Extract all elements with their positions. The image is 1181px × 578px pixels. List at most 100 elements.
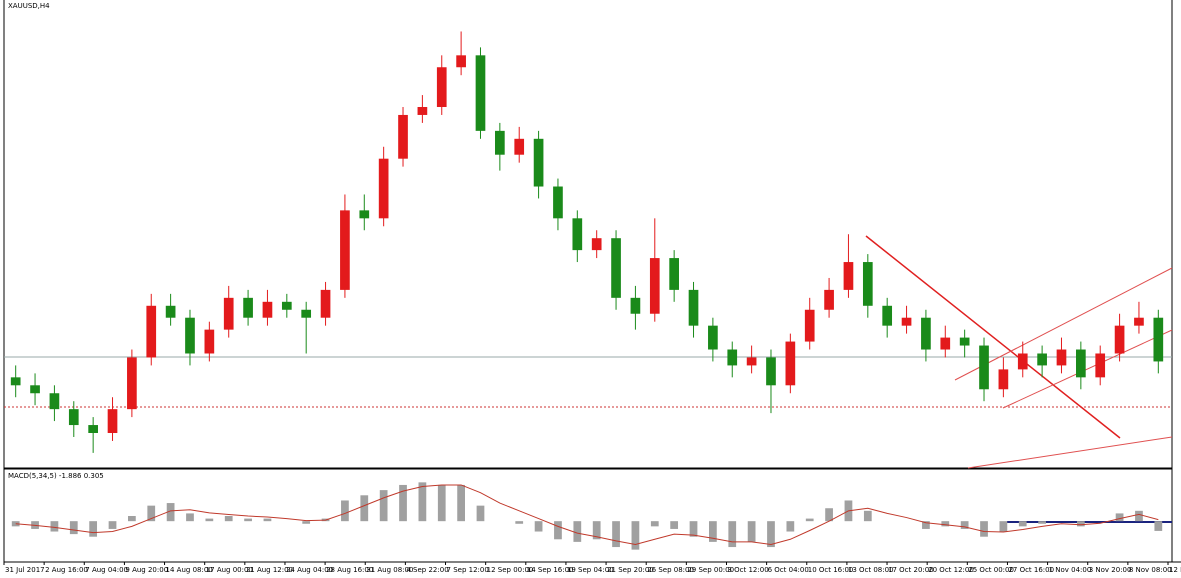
x-tick-label: 3 Oct 12:00 — [727, 566, 768, 574]
x-tick-label: 4 Sep 22:00 — [406, 566, 448, 574]
macd-bar — [224, 516, 233, 522]
candle-body — [688, 289, 699, 326]
candle-body — [301, 309, 312, 318]
candle-body — [88, 425, 98, 434]
x-tick-label: 28 Aug 16:00 — [326, 566, 373, 574]
x-tick-label: 21 Sep 20:00 — [607, 566, 654, 574]
macd-bar — [11, 521, 20, 527]
macd-bar — [554, 521, 562, 540]
candle-body — [901, 317, 912, 326]
x-tick-label: 27 Oct 16:00 — [1008, 566, 1054, 574]
macd-bar — [825, 508, 833, 522]
trend-line — [865, 235, 1121, 439]
candle-body — [611, 238, 621, 298]
x-tick-label: 10 Oct 16:00 — [808, 566, 854, 574]
candle-body — [340, 210, 350, 290]
macd-bar — [147, 505, 156, 522]
candle-body — [514, 138, 525, 155]
x-tick-label: 14 Sep 16:00 — [527, 566, 574, 574]
macd-bar — [999, 521, 1008, 532]
macd-bar — [767, 521, 775, 548]
x-tick-label: 13 Oct 08:00 — [848, 566, 894, 574]
macd-bar — [302, 521, 311, 524]
candle-body — [979, 345, 989, 390]
candle-body — [378, 158, 389, 219]
candle-body — [785, 341, 796, 386]
x-tick-label: 8 Nov 08:00 — [1129, 566, 1172, 574]
candle-body — [49, 393, 60, 410]
macd-bar — [805, 518, 814, 522]
candle-body — [107, 409, 118, 434]
candle-body — [862, 262, 873, 306]
macd-bar — [631, 521, 640, 550]
macd-bar — [128, 516, 136, 522]
x-tick-label: 12 Sep 00:00 — [487, 566, 534, 574]
macd-bar — [263, 518, 272, 522]
macd-bar — [980, 521, 988, 537]
candle-body — [320, 289, 331, 318]
candle-body — [824, 289, 834, 310]
candle-body — [10, 377, 21, 386]
x-tick-label: 3 Nov 20:00 — [1089, 566, 1132, 574]
candle-body — [1114, 325, 1125, 354]
candle-body — [746, 357, 757, 366]
x-tick-label: 2 Aug 16:00 — [45, 566, 88, 574]
macd-bar — [379, 490, 388, 522]
macd-bar — [941, 521, 950, 527]
candle-body — [1153, 317, 1164, 362]
macd-bar — [922, 521, 930, 529]
candle-body — [68, 409, 79, 426]
macd-bar — [360, 495, 369, 522]
candle-body — [262, 301, 273, 318]
candle-body — [243, 297, 253, 318]
macd-bar — [399, 484, 407, 522]
candle-body — [1017, 353, 1028, 370]
x-tick-label: 20 Oct 12:00 — [928, 566, 974, 574]
candle-body — [185, 317, 195, 354]
macd-bar — [166, 503, 175, 522]
macd-bar — [515, 521, 524, 524]
macd-bar — [1018, 521, 1027, 527]
macd-bar — [205, 518, 214, 522]
macd-bar — [89, 521, 98, 537]
macd-bar — [437, 484, 446, 522]
candle-body — [417, 107, 428, 115]
candle-body — [398, 114, 408, 159]
macd-bar — [612, 521, 620, 548]
macd-bar — [786, 521, 795, 532]
x-tick-label: 25 Oct 00:00 — [968, 566, 1014, 574]
macd-bar — [69, 521, 78, 535]
candle-body — [708, 325, 718, 350]
candle-body — [1095, 353, 1106, 378]
macd-bar — [476, 505, 485, 522]
candle-body — [223, 297, 234, 330]
macd-bar — [50, 521, 59, 532]
macd-bar — [728, 521, 737, 548]
candle-body — [843, 262, 854, 290]
macd-bar — [592, 521, 601, 540]
candle-body — [146, 305, 157, 358]
macd-bar — [709, 521, 717, 542]
candle-body — [553, 186, 563, 219]
channel-line — [967, 436, 1173, 469]
candle-body — [475, 55, 486, 131]
candle-body — [649, 258, 660, 314]
macd-bar — [244, 518, 252, 522]
candle-body — [921, 317, 931, 350]
macd-bar — [650, 521, 659, 527]
candle-body — [204, 329, 215, 354]
x-tick-label: 7 Aug 04:00 — [85, 566, 128, 574]
macd-bar — [1115, 513, 1124, 522]
candle-body — [940, 337, 951, 350]
macd-label: MACD(5,34,5) -1.886 0.305 — [8, 472, 104, 480]
candle-body — [127, 357, 137, 410]
channel-line — [954, 267, 1173, 381]
macd-bar — [863, 510, 872, 522]
candle-body — [1056, 349, 1067, 366]
x-tick-label: 7 Sep 12:00 — [447, 566, 489, 574]
macd-bar — [534, 521, 543, 532]
macd-bar — [573, 521, 582, 542]
candle-body — [882, 305, 893, 326]
candle-body — [959, 337, 970, 346]
macd-bar — [457, 484, 465, 522]
